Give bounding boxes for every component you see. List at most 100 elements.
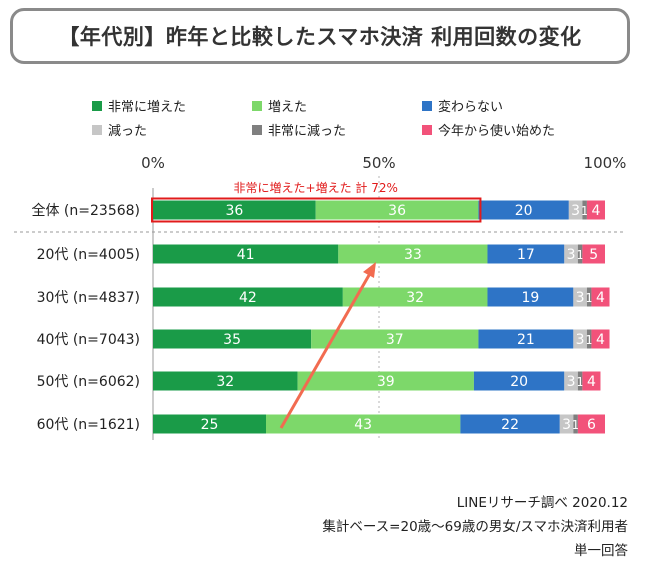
bar-segment: [342, 287, 488, 307]
bar-segment: [591, 287, 610, 307]
data-label: 36: [388, 203, 406, 219]
data-label: 21: [517, 332, 535, 348]
bar-segment: [153, 329, 312, 349]
data-label: 43: [354, 417, 372, 433]
bar-segment: [582, 200, 587, 220]
bar-segment: [460, 414, 560, 434]
legend-label: 非常に減った: [268, 124, 347, 139]
bar-segment: [153, 287, 343, 307]
x-tick-label: 0%: [141, 154, 165, 172]
bar-segment: [586, 329, 592, 349]
data-label: 1: [576, 375, 584, 389]
data-label: 4: [596, 332, 605, 348]
data-label: 4: [587, 374, 596, 390]
data-label: 6: [587, 417, 596, 433]
legend-swatch: [92, 124, 102, 135]
legend-item: 減った: [92, 120, 147, 139]
category-label: 30代 (n=4837): [37, 290, 140, 306]
bar-segment: [577, 244, 583, 264]
category-label: 20代 (n=4005): [37, 247, 140, 263]
data-label: 32: [216, 374, 234, 390]
data-label: 3: [571, 203, 580, 219]
data-label: 25: [201, 417, 219, 433]
data-label: 42: [239, 290, 257, 306]
data-label: 32: [406, 290, 424, 306]
bar-segment: [559, 414, 574, 434]
bar-segment: [311, 329, 479, 349]
data-label: 1: [581, 204, 589, 218]
footer-base: 集計ベース=20歳～69歳の男女/スマホ決済利用者: [322, 519, 628, 535]
data-label: 33: [404, 247, 422, 263]
legend-swatch: [422, 124, 432, 135]
bar-segment: [582, 371, 601, 391]
bar-segment: [573, 414, 578, 434]
data-label: 39: [377, 374, 395, 390]
bar-segment: [591, 329, 610, 349]
legend-label: 増えた: [268, 100, 308, 115]
legend-item: 変わらない: [422, 96, 503, 115]
chart-title: 【年代別】昨年と比較したスマホ決済 利用回数の変化: [58, 25, 582, 49]
legend-label: 変わらない: [438, 100, 504, 115]
legend-label: 非常に増えた: [108, 100, 187, 115]
bar-segment: [582, 244, 605, 264]
bar-segment: [487, 287, 574, 307]
data-label: 3: [576, 332, 585, 348]
bar-segment: [478, 200, 569, 220]
category-label: 40代 (n=7043): [37, 332, 140, 348]
x-tick-label: 50%: [362, 154, 395, 172]
data-label: 3: [567, 247, 576, 263]
bar-segment: [586, 200, 605, 220]
bar-segment: [153, 371, 298, 391]
data-label: 19: [522, 290, 540, 306]
legend-item: 増えた: [252, 96, 307, 115]
category-label: 60代 (n=1621): [37, 417, 140, 433]
data-label: 37: [386, 332, 404, 348]
legend-label: 今年から使い始めた: [438, 124, 556, 139]
legend-item: 非常に増えた: [92, 96, 186, 115]
highlight-box: [151, 197, 482, 223]
bar-segment: [586, 287, 592, 307]
data-label: 20: [515, 203, 533, 219]
bar-segment: [577, 371, 583, 391]
data-label: 5: [589, 247, 598, 263]
legend-item: 今年から使い始めた: [422, 120, 555, 139]
data-label: 22: [501, 417, 519, 433]
bar-segment: [297, 371, 474, 391]
data-label: 4: [596, 290, 605, 306]
legend-swatch: [252, 100, 262, 111]
legend-swatch: [422, 100, 432, 111]
trend-arrow-head: [363, 262, 376, 278]
bar-segment: [153, 414, 266, 434]
data-label: 41: [237, 247, 255, 263]
data-label: 17: [517, 247, 535, 263]
category-label: 50代 (n=6062): [37, 374, 140, 390]
bar-segment: [153, 244, 339, 264]
bar-segment: [564, 244, 578, 264]
bar-segment: [573, 329, 587, 349]
trend-arrow: [279, 269, 374, 429]
legend-swatch: [92, 100, 102, 111]
footer-answer: 単一回答: [574, 543, 628, 559]
data-label: 3: [576, 290, 585, 306]
bar-segment: [315, 200, 479, 220]
data-label: 3: [567, 374, 576, 390]
bar-segment: [478, 329, 574, 349]
bar-segment: [568, 200, 583, 220]
bar-segment: [153, 200, 316, 220]
bar-segment: [564, 371, 578, 391]
data-label: 3: [562, 417, 571, 433]
data-label: 20: [510, 374, 528, 390]
bar-segment: [266, 414, 461, 434]
x-tick-label: 100%: [584, 154, 627, 172]
bar-segment: [338, 244, 488, 264]
bar-segment: [487, 244, 565, 264]
legend-label: 減った: [108, 124, 148, 139]
data-label: 36: [225, 203, 243, 219]
data-label: 35: [223, 332, 241, 348]
data-label: 1: [585, 333, 593, 347]
data-label: 1: [576, 248, 584, 262]
highlight-annotation: 非常に増えた+増えた 計 72%: [234, 180, 398, 195]
legend-item: 非常に減った: [252, 120, 346, 139]
footer-source: LINEリサーチ調べ 2020.12: [456, 495, 628, 511]
